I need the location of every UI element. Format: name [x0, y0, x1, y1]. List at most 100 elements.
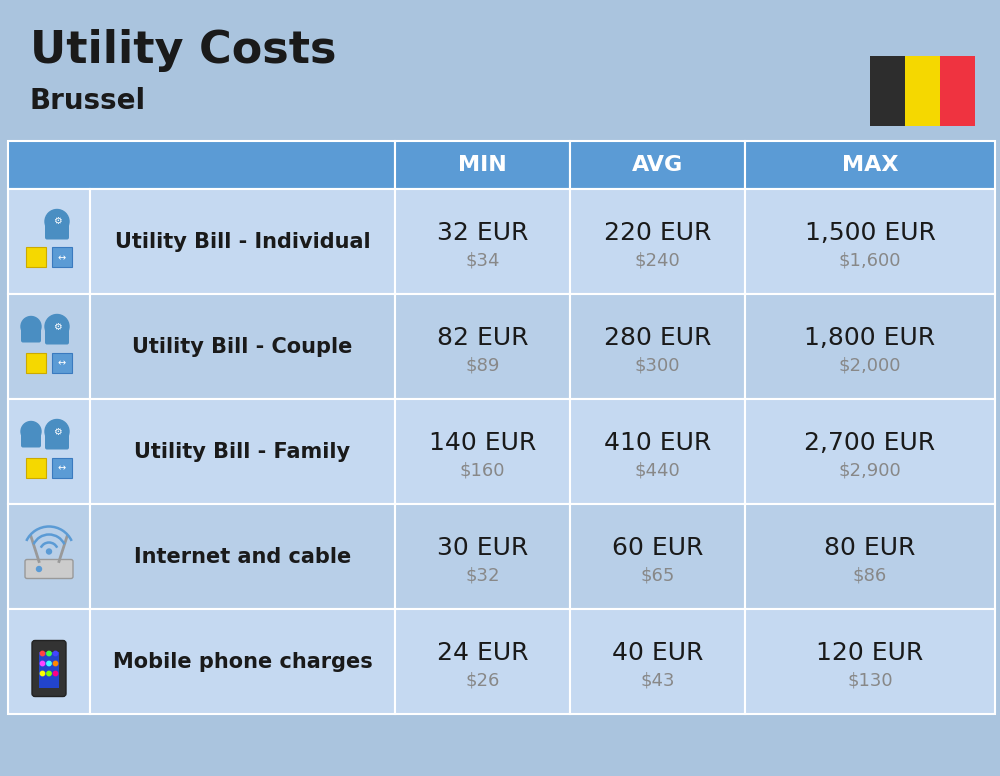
Circle shape — [21, 421, 41, 442]
Text: $43: $43 — [640, 671, 675, 689]
Text: Utility Bill - Family: Utility Bill - Family — [134, 442, 351, 462]
FancyBboxPatch shape — [90, 609, 395, 714]
FancyBboxPatch shape — [395, 609, 570, 714]
FancyBboxPatch shape — [8, 294, 90, 399]
Text: $26: $26 — [465, 671, 500, 689]
Text: 2,700 EUR: 2,700 EUR — [804, 431, 936, 455]
FancyBboxPatch shape — [570, 504, 745, 609]
FancyBboxPatch shape — [8, 399, 90, 504]
Text: ⚙: ⚙ — [53, 427, 61, 436]
Text: $160: $160 — [460, 462, 505, 480]
Circle shape — [53, 671, 58, 676]
Text: $89: $89 — [465, 356, 500, 374]
Text: 40 EUR: 40 EUR — [612, 641, 703, 665]
FancyBboxPatch shape — [52, 458, 72, 477]
Text: ↔: ↔ — [58, 463, 66, 473]
FancyBboxPatch shape — [21, 431, 41, 448]
Circle shape — [40, 651, 45, 656]
FancyBboxPatch shape — [8, 504, 90, 609]
FancyBboxPatch shape — [395, 504, 570, 609]
Text: Utility Costs: Utility Costs — [30, 29, 336, 72]
FancyBboxPatch shape — [745, 294, 995, 399]
Text: ↔: ↔ — [58, 358, 66, 368]
Circle shape — [40, 661, 45, 666]
Text: Mobile phone charges: Mobile phone charges — [113, 652, 372, 671]
Text: 82 EUR: 82 EUR — [437, 326, 528, 350]
Text: $440: $440 — [635, 462, 680, 480]
Text: 220 EUR: 220 EUR — [604, 221, 711, 245]
Text: 32 EUR: 32 EUR — [437, 221, 528, 245]
Text: $32: $32 — [465, 566, 500, 584]
Text: 280 EUR: 280 EUR — [604, 326, 711, 350]
Text: Utility Bill - Individual: Utility Bill - Individual — [115, 231, 370, 251]
FancyBboxPatch shape — [745, 504, 995, 609]
Text: Internet and cable: Internet and cable — [134, 546, 351, 566]
FancyBboxPatch shape — [570, 294, 745, 399]
Text: $240: $240 — [635, 251, 680, 269]
Text: $2,000: $2,000 — [839, 356, 901, 374]
FancyBboxPatch shape — [745, 141, 995, 189]
FancyBboxPatch shape — [570, 189, 745, 294]
FancyBboxPatch shape — [745, 189, 995, 294]
Text: Brussel: Brussel — [30, 87, 146, 115]
FancyBboxPatch shape — [25, 559, 73, 578]
FancyBboxPatch shape — [8, 609, 90, 714]
FancyBboxPatch shape — [39, 652, 59, 688]
FancyBboxPatch shape — [745, 609, 995, 714]
Circle shape — [45, 420, 69, 444]
Text: AVG: AVG — [632, 155, 683, 175]
Text: 120 EUR: 120 EUR — [816, 641, 924, 665]
Text: 60 EUR: 60 EUR — [612, 536, 703, 560]
Circle shape — [40, 671, 45, 676]
Circle shape — [47, 651, 51, 656]
Text: $86: $86 — [853, 566, 887, 584]
Text: 1,500 EUR: 1,500 EUR — [805, 221, 935, 245]
Circle shape — [45, 210, 69, 234]
FancyBboxPatch shape — [395, 141, 570, 189]
Circle shape — [46, 549, 52, 554]
FancyBboxPatch shape — [26, 458, 46, 477]
Text: 80 EUR: 80 EUR — [824, 536, 916, 560]
Text: $130: $130 — [847, 671, 893, 689]
Circle shape — [45, 314, 69, 338]
Text: MIN: MIN — [458, 155, 507, 175]
Circle shape — [53, 651, 58, 656]
Text: 30 EUR: 30 EUR — [437, 536, 528, 560]
Text: $34: $34 — [465, 251, 500, 269]
FancyBboxPatch shape — [570, 141, 745, 189]
FancyBboxPatch shape — [21, 325, 41, 342]
FancyBboxPatch shape — [395, 189, 570, 294]
FancyBboxPatch shape — [26, 352, 46, 372]
Text: $2,900: $2,900 — [839, 462, 901, 480]
FancyBboxPatch shape — [8, 189, 90, 294]
FancyBboxPatch shape — [745, 399, 995, 504]
Circle shape — [53, 661, 58, 666]
FancyBboxPatch shape — [905, 56, 940, 126]
Circle shape — [36, 566, 42, 571]
FancyBboxPatch shape — [45, 429, 69, 449]
Text: 140 EUR: 140 EUR — [429, 431, 536, 455]
FancyBboxPatch shape — [45, 324, 69, 345]
FancyBboxPatch shape — [395, 294, 570, 399]
Text: MAX: MAX — [842, 155, 898, 175]
Circle shape — [47, 661, 51, 666]
Text: $300: $300 — [635, 356, 680, 374]
FancyBboxPatch shape — [52, 352, 72, 372]
FancyBboxPatch shape — [8, 141, 395, 189]
Text: ↔: ↔ — [58, 253, 66, 263]
FancyBboxPatch shape — [90, 294, 395, 399]
FancyBboxPatch shape — [45, 220, 69, 240]
FancyBboxPatch shape — [52, 248, 72, 268]
FancyBboxPatch shape — [940, 56, 975, 126]
Text: ⚙: ⚙ — [53, 321, 61, 331]
FancyBboxPatch shape — [90, 399, 395, 504]
FancyBboxPatch shape — [395, 399, 570, 504]
Text: ⚙: ⚙ — [53, 217, 61, 227]
Text: $65: $65 — [640, 566, 675, 584]
Text: Utility Bill - Couple: Utility Bill - Couple — [132, 337, 353, 356]
FancyBboxPatch shape — [26, 248, 46, 268]
FancyBboxPatch shape — [32, 640, 66, 697]
Text: 410 EUR: 410 EUR — [604, 431, 711, 455]
Circle shape — [21, 317, 41, 337]
FancyBboxPatch shape — [90, 504, 395, 609]
